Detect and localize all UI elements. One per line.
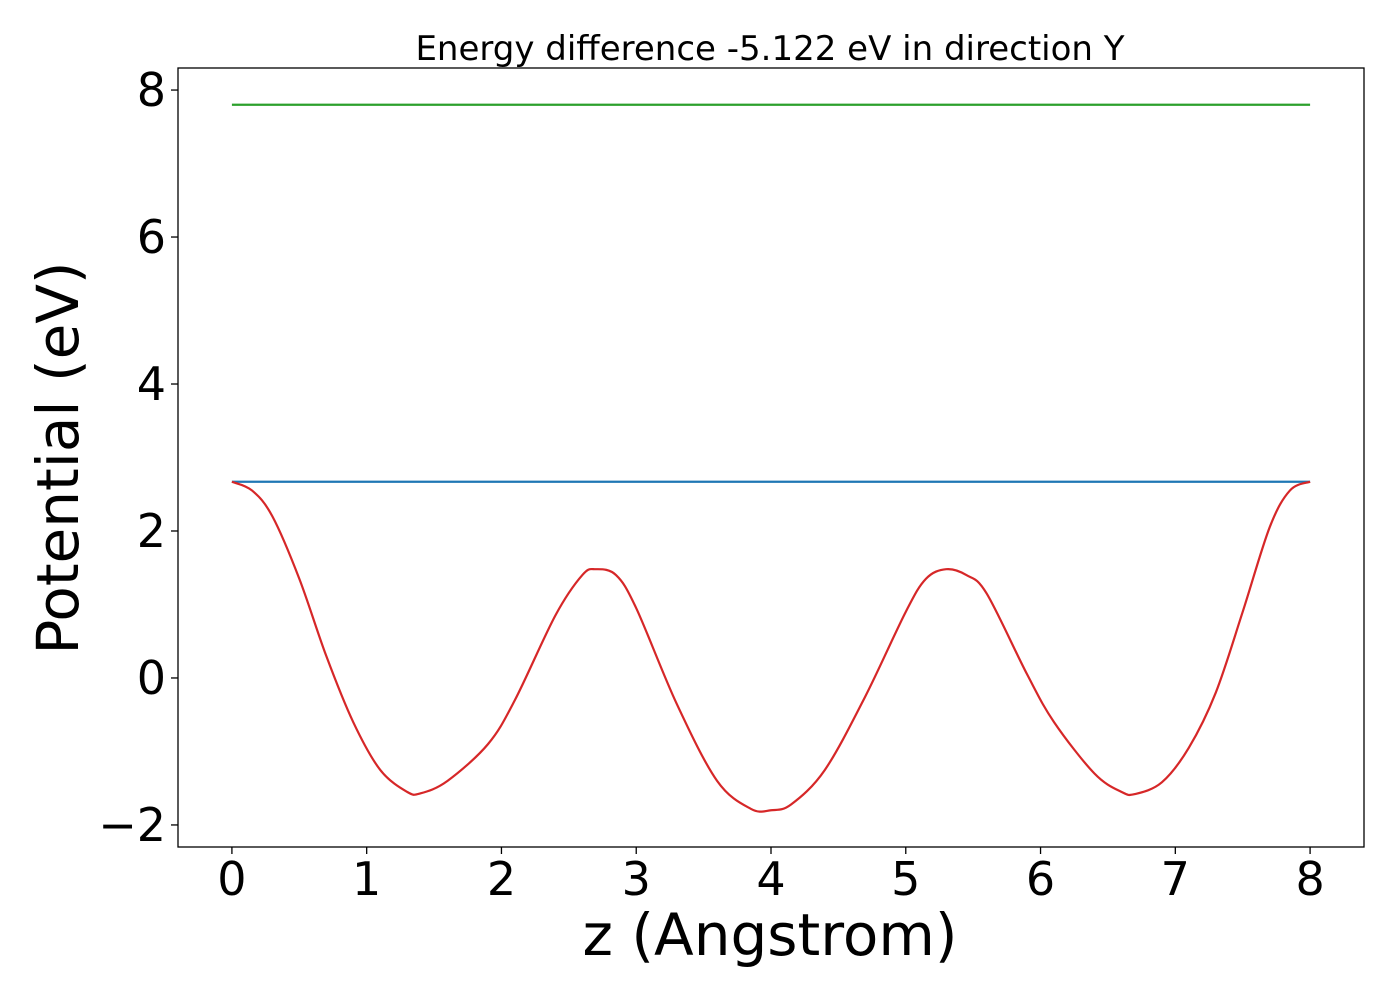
x-tick-label: 5 xyxy=(891,852,920,906)
y-tick-label: 2 xyxy=(137,504,166,558)
x-tick-label: 1 xyxy=(352,852,381,906)
potential-curve xyxy=(231,480,1311,813)
y-tick-label: 8 xyxy=(137,63,166,117)
series-layer xyxy=(231,103,1311,813)
y-tick-label: 0 xyxy=(137,651,166,705)
x-tick-label: 4 xyxy=(756,852,785,906)
chart-title: Energy difference -5.122 eV in direction… xyxy=(415,29,1124,69)
y-tick-label: 6 xyxy=(137,210,166,264)
x-tick-label: 6 xyxy=(1026,852,1055,906)
x-axis-label: z (Angstrom) xyxy=(583,901,958,969)
x-tick-label: 0 xyxy=(217,852,246,906)
y-tick-label: −2 xyxy=(98,798,166,852)
y-tick-label: 4 xyxy=(137,357,166,411)
y-axis-label: Potential (eV) xyxy=(24,261,92,654)
x-tick-label: 3 xyxy=(622,852,651,906)
ticks-layer: 0 1 2 3 4 5 6 7 8 −2 0 2 4 6 8 xyxy=(98,63,1325,906)
x-tick-label: 8 xyxy=(1295,852,1324,906)
x-tick-label: 2 xyxy=(487,852,516,906)
x-tick-label: 7 xyxy=(1161,852,1190,906)
